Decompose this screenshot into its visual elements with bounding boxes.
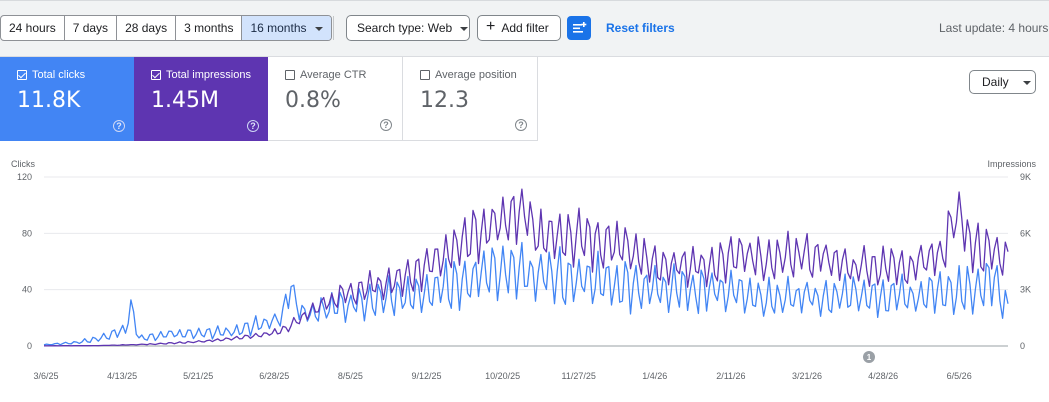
left-axis-ticks: 0 40 80 120 [17,172,32,351]
metric-value: 11.8K [17,88,81,113]
add-filter-button[interactable]: + Add filter [477,15,561,41]
clicks-series-line [43,241,1009,346]
x-axis-tick-label: 3/21/26 [792,371,822,381]
chevron-down-icon [314,26,323,31]
metric-label: Total impressions [166,69,251,81]
checkbox-unchecked-icon[interactable] [420,70,430,80]
search-type-label: Search type: Web [357,21,453,35]
help-icon[interactable]: ? [515,119,527,131]
gridlines [44,176,1008,347]
metric-total-clicks-label-row: Total clicks [17,68,135,82]
series-lines [43,188,1009,347]
date-range-selector: 24 hours 7 days 28 days 3 months 16 mont… [0,15,332,41]
right-axis-ticks: 0 3K 6K 9K [1020,172,1031,351]
add-filter-label: Add filter [501,21,549,35]
metric-total-impressions[interactable]: Total impressions 1.45M ? [134,57,269,141]
toolbar-divider [333,16,334,40]
help-icon[interactable]: ? [113,120,125,132]
right-axis-tick-label: 9K [1020,172,1031,182]
help-icon[interactable]: ? [380,119,392,131]
range-3-months[interactable]: 3 months [176,16,243,40]
checkbox-checked-icon[interactable] [17,70,27,80]
metric-average-position-label-row: Average position [420,68,537,82]
metric-average-position[interactable]: Average position 12.3 ? [403,57,538,141]
metric-label: Average CTR [300,69,367,81]
x-axis-tick-label: 1/4/26 [642,371,667,381]
left-axis-label: Clicks [11,159,35,169]
granularity-dropdown[interactable]: Daily [969,70,1036,94]
x-axis-tick-label: 4/28/26 [868,371,898,381]
filter-settings-button[interactable] [567,16,591,40]
x-axis-tick-label: 8/5/25 [338,371,363,381]
metric-average-ctr[interactable]: Average CTR 0.8% ? [268,57,403,141]
right-axis-tick-label: 3K [1020,285,1031,295]
annotation-badge-circle [863,351,875,363]
left-axis-tick-label: 0 [27,341,32,351]
x-axis-tick-label: 10/20/25 [485,371,520,381]
left-axis-tick-label: 40 [22,285,32,295]
right-axis-label: Impressions [987,159,1036,169]
granularity-label: Daily [982,75,1009,89]
x-axis-tick-label: 3/6/25 [33,371,58,381]
impressions-series-line [44,188,1009,347]
metric-label: Total clicks [32,69,86,81]
search-type-dropdown[interactable]: Search type: Web [346,15,470,41]
chevron-down-icon [1022,80,1031,85]
performance-card: Total clicks 11.8K ? Total impressions 1… [0,56,1049,402]
range-7-days[interactable]: 7 days [65,16,118,40]
x-axis-ticks: 3/6/25 4/13/25 5/21/25 6/28/25 8/5/25 9/12/25… [33,371,971,381]
x-axis-tick-label: 4/13/25 [107,371,137,381]
help-icon[interactable]: ? [247,120,259,132]
annotation-marker[interactable]: 1 [863,351,875,363]
reset-filters-link[interactable]: Reset filters [606,21,675,35]
x-axis-tick-label: 9/12/25 [411,371,441,381]
filter-list-icon [573,22,587,33]
x-axis-tick-label: 2/11/26 [716,371,745,381]
left-axis-tick-label: 80 [22,228,32,238]
range-16-months-label: 16 months [250,21,307,35]
annotation-badge: 1 [867,353,872,362]
left-axis-tick-label: 120 [17,172,32,182]
x-axis-tick-label: 11/27/25 [562,371,596,381]
x-axis-tick-label: 5/21/25 [183,371,213,381]
right-axis-tick-label: 6K [1020,228,1031,238]
metric-average-ctr-label-row: Average CTR [285,68,402,82]
metric-value: 0.8% [285,88,341,113]
checkbox-unchecked-icon[interactable] [285,70,295,80]
metric-total-clicks[interactable]: Total clicks 11.8K ? [0,57,135,141]
performance-chart: Clicks Impressions 0 40 80 120 0 3K 6K 9K 3/6/… [11,159,1037,381]
toolbar: 24 hours 7 days 28 days 3 months 16 mont… [0,0,1049,56]
x-axis-tick-label: 6/28/25 [259,371,289,381]
x-axis-tick-label: 6/5/26 [947,371,972,381]
plus-icon: + [486,18,496,35]
metric-total-impressions-label-row: Total impressions [151,68,269,82]
range-24-hours[interactable]: 24 hours [1,16,65,40]
last-update-text: Last update: 4 hours ago [939,21,1049,35]
range-28-days[interactable]: 28 days [117,16,177,40]
range-16-months[interactable]: 16 months [242,16,331,40]
chevron-down-icon [460,26,469,31]
metric-value: 1.45M [151,88,219,113]
right-axis-tick-label: 0 [1020,341,1025,351]
metric-value: 12.3 [420,88,469,113]
checkbox-checked-icon[interactable] [151,70,161,80]
metric-label: Average position [435,69,517,81]
